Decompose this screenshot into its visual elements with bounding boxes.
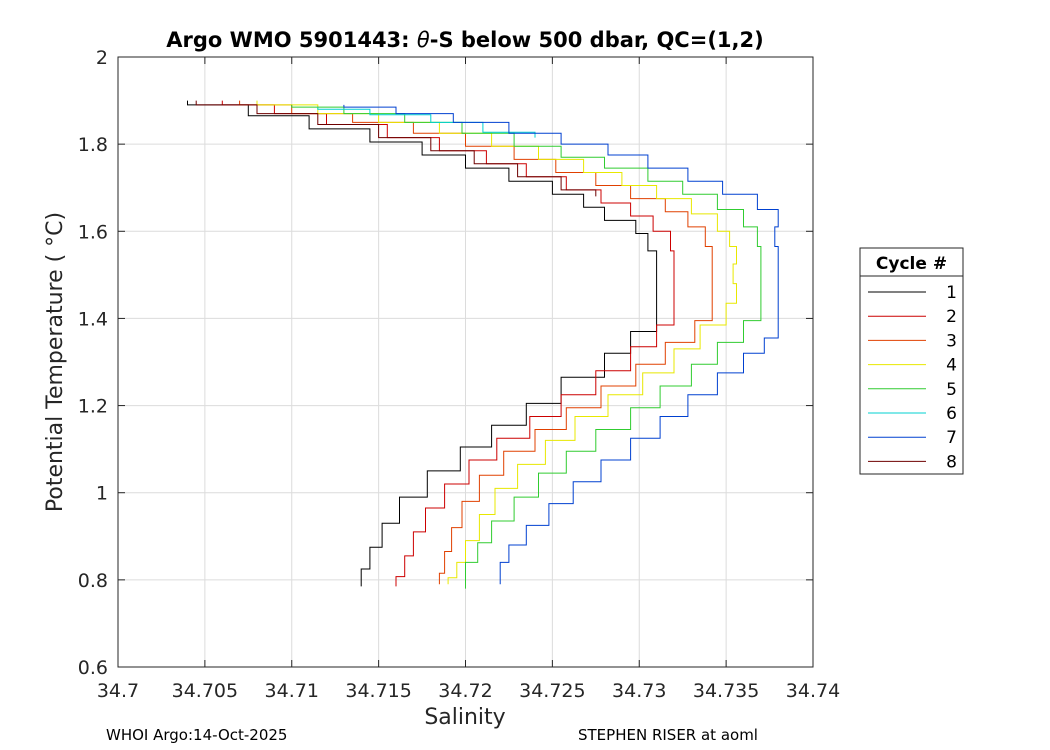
footer-right: STEPHEN RISER at aoml xyxy=(578,726,758,744)
legend-label-cycle-6: 6 xyxy=(946,404,957,424)
series-line-cycle-4 xyxy=(256,100,737,585)
chart-title-suffix: -S below 500 dbar, QC=(1,2) xyxy=(430,28,764,52)
legend-label-cycle-3: 3 xyxy=(946,331,957,351)
legend-label-cycle-4: 4 xyxy=(946,356,957,376)
x-tick-label: 34.705 xyxy=(172,680,238,702)
legend: Cycle # 1 2 3 4 5 6 7 8 xyxy=(859,247,964,475)
legend-items: 1 2 3 4 5 6 7 8 xyxy=(868,283,957,472)
legend-label-cycle-2: 2 xyxy=(946,307,957,327)
series-line-cycle-2 xyxy=(221,100,675,587)
chart-title-prefix: Argo WMO 5901443: xyxy=(166,28,417,52)
y-tick-label: 1 xyxy=(96,483,108,505)
x-axis-ticks: 34.7 34.705 34.71 34.715 34.72 34.725 34.73 34.… xyxy=(97,57,840,702)
y-tick-label: 0.8 xyxy=(78,570,108,592)
chart-title-theta: θ xyxy=(417,28,430,52)
y-tick-label: 1.4 xyxy=(78,308,108,330)
series-line-cycle-7 xyxy=(343,104,779,585)
series-line-cycle-6 xyxy=(317,107,536,138)
x-axis-label: Salinity xyxy=(424,705,505,730)
x-tick-label: 34.74 xyxy=(786,680,840,702)
x-tick-label: 34.715 xyxy=(345,680,411,702)
footer-left: WHOI Argo:14-Oct-2025 xyxy=(106,726,287,744)
x-tick-label: 34.7 xyxy=(97,680,139,702)
series-line-cycle-1 xyxy=(187,100,658,587)
legend-label-cycle-8: 8 xyxy=(946,452,957,472)
legend-title: Cycle # xyxy=(876,254,947,274)
y-axis-ticks: 0.6 0.8 1 1.2 1.4 1.6 1.8 2 xyxy=(78,47,813,679)
series-layer xyxy=(187,100,779,589)
x-tick-label: 34.73 xyxy=(612,680,666,702)
y-tick-label: 2 xyxy=(96,47,108,69)
chart-title: Argo WMO 5901443: θ-S below 500 dbar, QC… xyxy=(166,28,763,52)
legend-label-cycle-1: 1 xyxy=(946,283,957,303)
y-tick-label: 1.8 xyxy=(78,134,108,156)
x-tick-label: 34.72 xyxy=(438,680,492,702)
y-tick-label: 0.6 xyxy=(78,657,108,679)
x-tick-label: 34.725 xyxy=(519,680,585,702)
series-line-cycle-8 xyxy=(195,100,597,197)
y-axis-label: Potential Temperature ( °C) xyxy=(43,212,68,512)
series-line-cycle-3 xyxy=(239,100,713,585)
y-tick-label: 1.6 xyxy=(78,221,108,243)
y-tick-label: 1.2 xyxy=(78,396,108,418)
series-line-cycle-5 xyxy=(291,104,762,589)
x-tick-label: 34.71 xyxy=(265,680,319,702)
x-tick-label: 34.735 xyxy=(693,680,759,702)
legend-label-cycle-5: 5 xyxy=(946,380,957,400)
legend-box xyxy=(859,247,964,475)
legend-label-cycle-7: 7 xyxy=(946,428,957,448)
